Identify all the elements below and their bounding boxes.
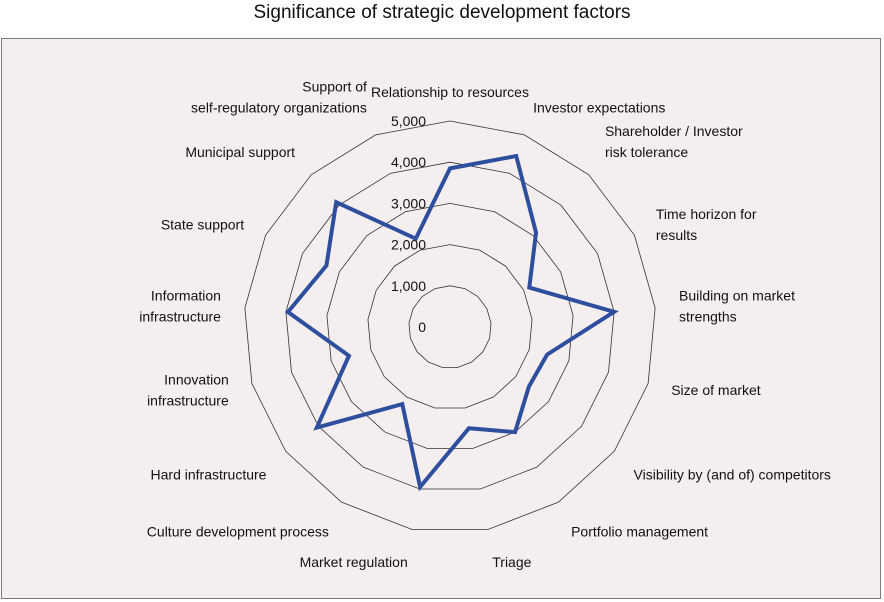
category-label: Visibility by (and of) competitors [634,467,831,483]
grid-ring-4000 [285,161,615,490]
tick-label: 2,000 [391,237,426,253]
category-label: Relationship to resources [371,84,529,100]
category-label: Market regulation [300,554,408,570]
category-label: State support [161,216,244,232]
category-label: Municipal support [185,144,295,160]
tick-label: 3,000 [391,195,426,211]
category-label: Triage [492,554,531,570]
category-label: Support of self-regulatory organizations [191,79,367,116]
grid-ring-5000 [244,120,656,530]
category-label: Culture development process [147,524,329,540]
category-label: Information infrastructure [139,287,221,324]
category-label: Size of market [671,382,761,398]
series-layer [285,153,619,492]
category-label: Building on market strengths [679,287,795,324]
chart-title: Significance of strategic development fa… [253,2,631,23]
category-label: Innovation infrastructure [147,371,229,408]
tick-label: 4,000 [391,154,426,170]
category-label: Investor expectations [533,100,665,116]
series-line [285,153,619,492]
tick-label: 1,000 [391,278,426,294]
tick-label: 5,000 [391,113,426,129]
grid-ring-1000 [408,285,492,368]
category-label: Time horizon for results [656,206,757,243]
plot-area [1,38,881,599]
category-label: Hard infrastructure [151,467,267,483]
grid-ring-2000 [367,244,533,409]
radial-axis-ticks: 0 1,000 2,000 3,000 4,000 5,000 [391,113,426,335]
category-label: Portfolio management [571,524,708,540]
category-label: Shareholder / Investor risk tolerance [605,123,743,160]
tick-label: 0 [418,319,426,335]
